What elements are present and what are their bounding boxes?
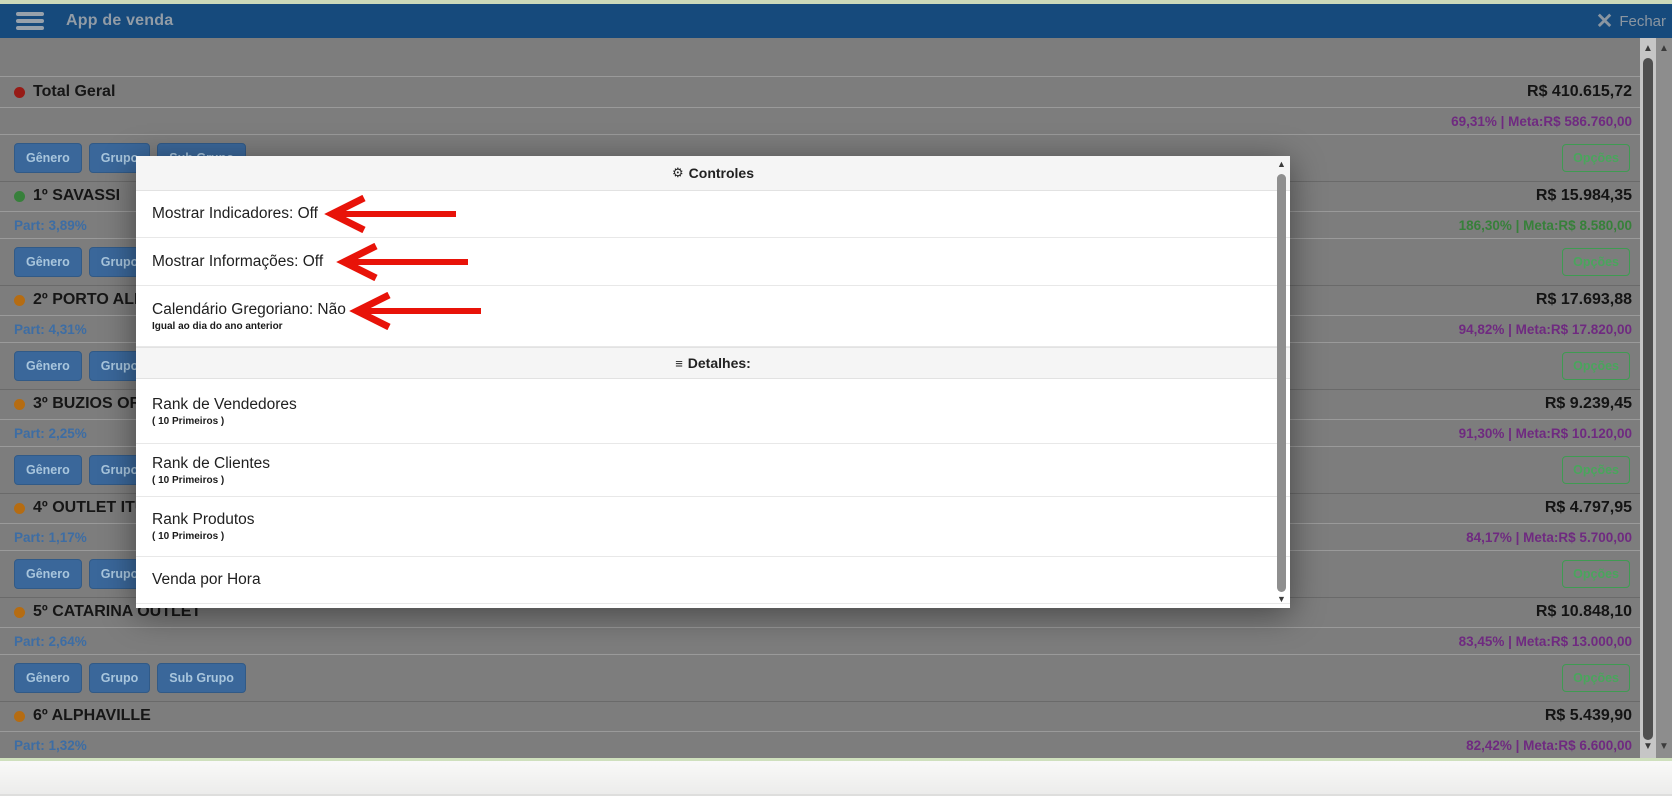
row-part: Part: 3,89% [14, 217, 87, 233]
list-top-strip [0, 38, 1640, 77]
genero-button[interactable]: Gênero [14, 559, 82, 589]
row-meta: 69,31% | Meta:R$ 586.760,00 [1451, 113, 1632, 129]
row-meta: 84,17% | Meta:R$ 5.700,00 [1466, 529, 1632, 545]
menu-item-venda-por-hora[interactable]: Venda por Hora [136, 557, 1290, 604]
row-value: R$ 15.984,35 [1535, 187, 1632, 204]
table-row: 5º CATARINA OUTLET R$ 10.848,10 Part: 2,… [0, 597, 1640, 702]
outer-scrollbar[interactable]: ▲ ▼ [1656, 38, 1672, 758]
row-value: R$ 10.848,10 [1535, 603, 1632, 620]
menu-item-rank-vendedores[interactable]: Rank de Vendedores ( 10 Primeiros ) [136, 379, 1290, 444]
scroll-up-icon[interactable]: ▲ [1277, 159, 1286, 169]
row-value: R$ 9.239,45 [1544, 395, 1632, 412]
details-section-header: ≡ Detalhes: [136, 347, 1290, 379]
row-meta: 82,42% | Meta:R$ 6.600,00 [1466, 737, 1632, 753]
row-meta: 83,45% | Meta:R$ 13.000,00 [1458, 633, 1632, 649]
row-value: R$ 17.693,88 [1535, 291, 1632, 308]
row-name: 2º PORTO ALEGR [33, 291, 169, 308]
scrollbar-thumb[interactable] [1643, 58, 1653, 740]
details-title-label: Detalhes: [687, 355, 751, 371]
list-icon: ≡ [675, 355, 683, 371]
row-part: Part: 2,25% [14, 425, 87, 441]
controles-dialog: ⚙ Controles Mostrar Indicadores: Off Mos… [136, 156, 1290, 608]
row-name: 4º OUTLET ITUPE [33, 499, 168, 516]
opcoes-button[interactable]: Opções [1562, 248, 1630, 276]
scroll-down-icon[interactable]: ▼ [1643, 741, 1653, 752]
status-bullet-icon [14, 502, 25, 514]
opcoes-button[interactable]: Opções [1562, 664, 1630, 692]
menu-item-mostrar-indicadores[interactable]: Mostrar Indicadores: Off [136, 191, 1290, 238]
window-bottom-strip [0, 761, 1672, 796]
red-arrow-annotation [324, 195, 456, 233]
close-button[interactable]: ✕ Fechar [1596, 11, 1666, 32]
inner-scrollbar[interactable]: ▲ ▼ [1640, 38, 1656, 758]
row-value: R$ 410.615,72 [1527, 83, 1632, 100]
genero-button[interactable]: Gênero [14, 455, 82, 485]
grupo-button[interactable]: Grupo [88, 663, 151, 693]
red-arrow-annotation [349, 292, 481, 330]
status-bullet-icon [14, 190, 25, 202]
status-bullet-icon [14, 294, 25, 306]
scroll-down-icon[interactable]: ▼ [1659, 741, 1669, 752]
dialog-scrollbar[interactable]: ▲ ▼ [1275, 156, 1288, 608]
menu-icon[interactable] [16, 12, 44, 30]
app-title: App de venda [66, 12, 174, 29]
window-top-frame [0, 0, 1672, 4]
row-part: Part: 4,31% [14, 321, 87, 337]
content-bottom-divider [0, 758, 1672, 761]
menu-item-calendario-gregoriano[interactable]: Calendário Gregoriano: Não Igual ao dia … [136, 286, 1290, 347]
opcoes-button[interactable]: Opções [1562, 144, 1630, 172]
gear-icon: ⚙ [672, 165, 684, 180]
status-bullet-icon [14, 606, 25, 618]
row-meta: 186,30% | Meta:R$ 8.580,00 [1458, 217, 1632, 233]
genero-button[interactable]: Gênero [14, 247, 82, 277]
row-value: R$ 4.797,95 [1544, 499, 1632, 516]
genero-button[interactable]: Gênero [14, 351, 82, 381]
dialog-title: ⚙ Controles [136, 156, 1290, 191]
table-row: 6º ALPHAVILLE R$ 5.439,90 Part: 1,32% 82… [0, 701, 1640, 758]
menu-item-rank-produtos[interactable]: Rank Produtos ( 10 Primeiros ) [136, 497, 1290, 557]
row-part: Part: 2,64% [14, 633, 87, 649]
close-label: Fechar [1619, 12, 1666, 30]
scrollbar-thumb[interactable] [1277, 174, 1286, 592]
row-meta: 94,82% | Meta:R$ 17.820,00 [1458, 321, 1632, 337]
menu-item-rank-clientes[interactable]: Rank de Clientes ( 10 Primeiros ) [136, 444, 1290, 497]
opcoes-button[interactable]: Opções [1562, 560, 1630, 588]
app-bar: App de venda ✕ Fechar [0, 4, 1672, 38]
status-bullet-icon [14, 710, 25, 722]
scroll-down-icon[interactable]: ▼ [1277, 594, 1286, 604]
row-part: Part: 1,32% [14, 737, 87, 753]
row-meta: 91,30% | Meta:R$ 10.120,00 [1458, 425, 1632, 441]
subgrupo-button[interactable]: Sub Grupo [157, 663, 246, 693]
close-icon: ✕ [1595, 9, 1614, 33]
scroll-up-icon[interactable]: ▲ [1659, 43, 1669, 54]
row-name: 3º BUZIOS ORLA [33, 395, 163, 412]
status-bullet-icon [14, 398, 25, 410]
row-name: 1º SAVASSI [33, 187, 121, 204]
opcoes-button[interactable]: Opções [1562, 456, 1630, 484]
genero-button[interactable]: Gênero [14, 663, 82, 693]
menu-item-mostrar-informacoes[interactable]: Mostrar Informações: Off [136, 238, 1290, 286]
row-name: 6º ALPHAVILLE [33, 707, 151, 724]
scroll-up-icon[interactable]: ▲ [1643, 43, 1653, 54]
dialog-title-label: Controles [688, 165, 754, 181]
genero-button[interactable]: Gênero [14, 143, 82, 173]
row-value: R$ 5.439,90 [1544, 707, 1632, 724]
row-name: Total Geral [33, 83, 116, 100]
opcoes-button[interactable]: Opções [1562, 352, 1630, 380]
row-part: Part: 1,17% [14, 529, 87, 545]
status-bullet-icon [14, 86, 25, 98]
red-arrow-annotation [336, 242, 468, 281]
